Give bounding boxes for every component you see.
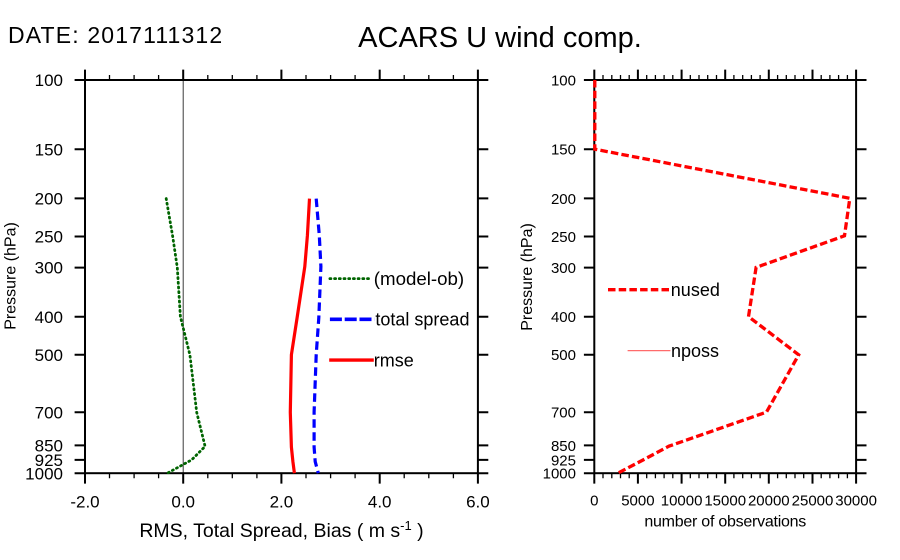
svg-text:20000: 20000 [748,493,790,510]
svg-text:400: 400 [35,308,63,327]
svg-text:850: 850 [551,438,576,455]
svg-text:RMS, Total Spread, Bias ( m s-: RMS, Total Spread, Bias ( m s-1 ) [139,518,423,542]
svg-text:150: 150 [35,140,63,159]
svg-text:100: 100 [35,71,63,90]
svg-text:nused: nused [671,280,720,300]
svg-text:nposs: nposs [671,341,719,361]
svg-text:4.0: 4.0 [368,493,392,512]
svg-text:30000: 30000 [835,493,877,510]
svg-text:25000: 25000 [792,493,834,510]
svg-text:DATE: 2017111312: DATE: 2017111312 [8,22,223,48]
svg-text:100: 100 [551,72,576,89]
svg-text:0.0: 0.0 [171,493,195,512]
svg-text:925: 925 [551,452,576,469]
svg-text:150: 150 [551,142,576,159]
svg-text:700: 700 [35,403,63,422]
svg-text:rmse: rmse [374,350,414,370]
svg-text:200: 200 [551,191,576,208]
svg-text:-2.0: -2.0 [70,493,99,512]
svg-text:number of observations: number of observations [644,514,806,531]
svg-text:300: 300 [35,259,63,278]
svg-text:300: 300 [551,260,576,277]
svg-text:700: 700 [551,405,576,422]
svg-text:2.0: 2.0 [270,493,294,512]
svg-text:15000: 15000 [704,493,746,510]
svg-text:5000: 5000 [621,493,654,510]
svg-text:(model-ob): (model-ob) [374,268,464,289]
svg-text:1000: 1000 [25,464,63,483]
svg-text:10000: 10000 [661,493,703,510]
svg-text:250: 250 [551,229,576,246]
svg-text:6.0: 6.0 [466,493,490,512]
svg-text:Pressure (hPa): Pressure (hPa) [519,223,536,331]
svg-text:500: 500 [35,346,63,365]
svg-text:400: 400 [551,309,576,326]
svg-text:200: 200 [35,190,63,209]
svg-text:850: 850 [35,437,63,456]
svg-text:250: 250 [35,228,63,247]
svg-text:1000: 1000 [543,466,576,483]
svg-text:ACARS U wind comp.: ACARS U wind comp. [358,22,642,54]
svg-text:total spread: total spread [375,310,469,330]
svg-text:0: 0 [590,493,598,510]
svg-text:500: 500 [551,347,576,364]
svg-text:925: 925 [35,451,63,470]
svg-text:Pressure (hPa): Pressure (hPa) [3,222,20,330]
